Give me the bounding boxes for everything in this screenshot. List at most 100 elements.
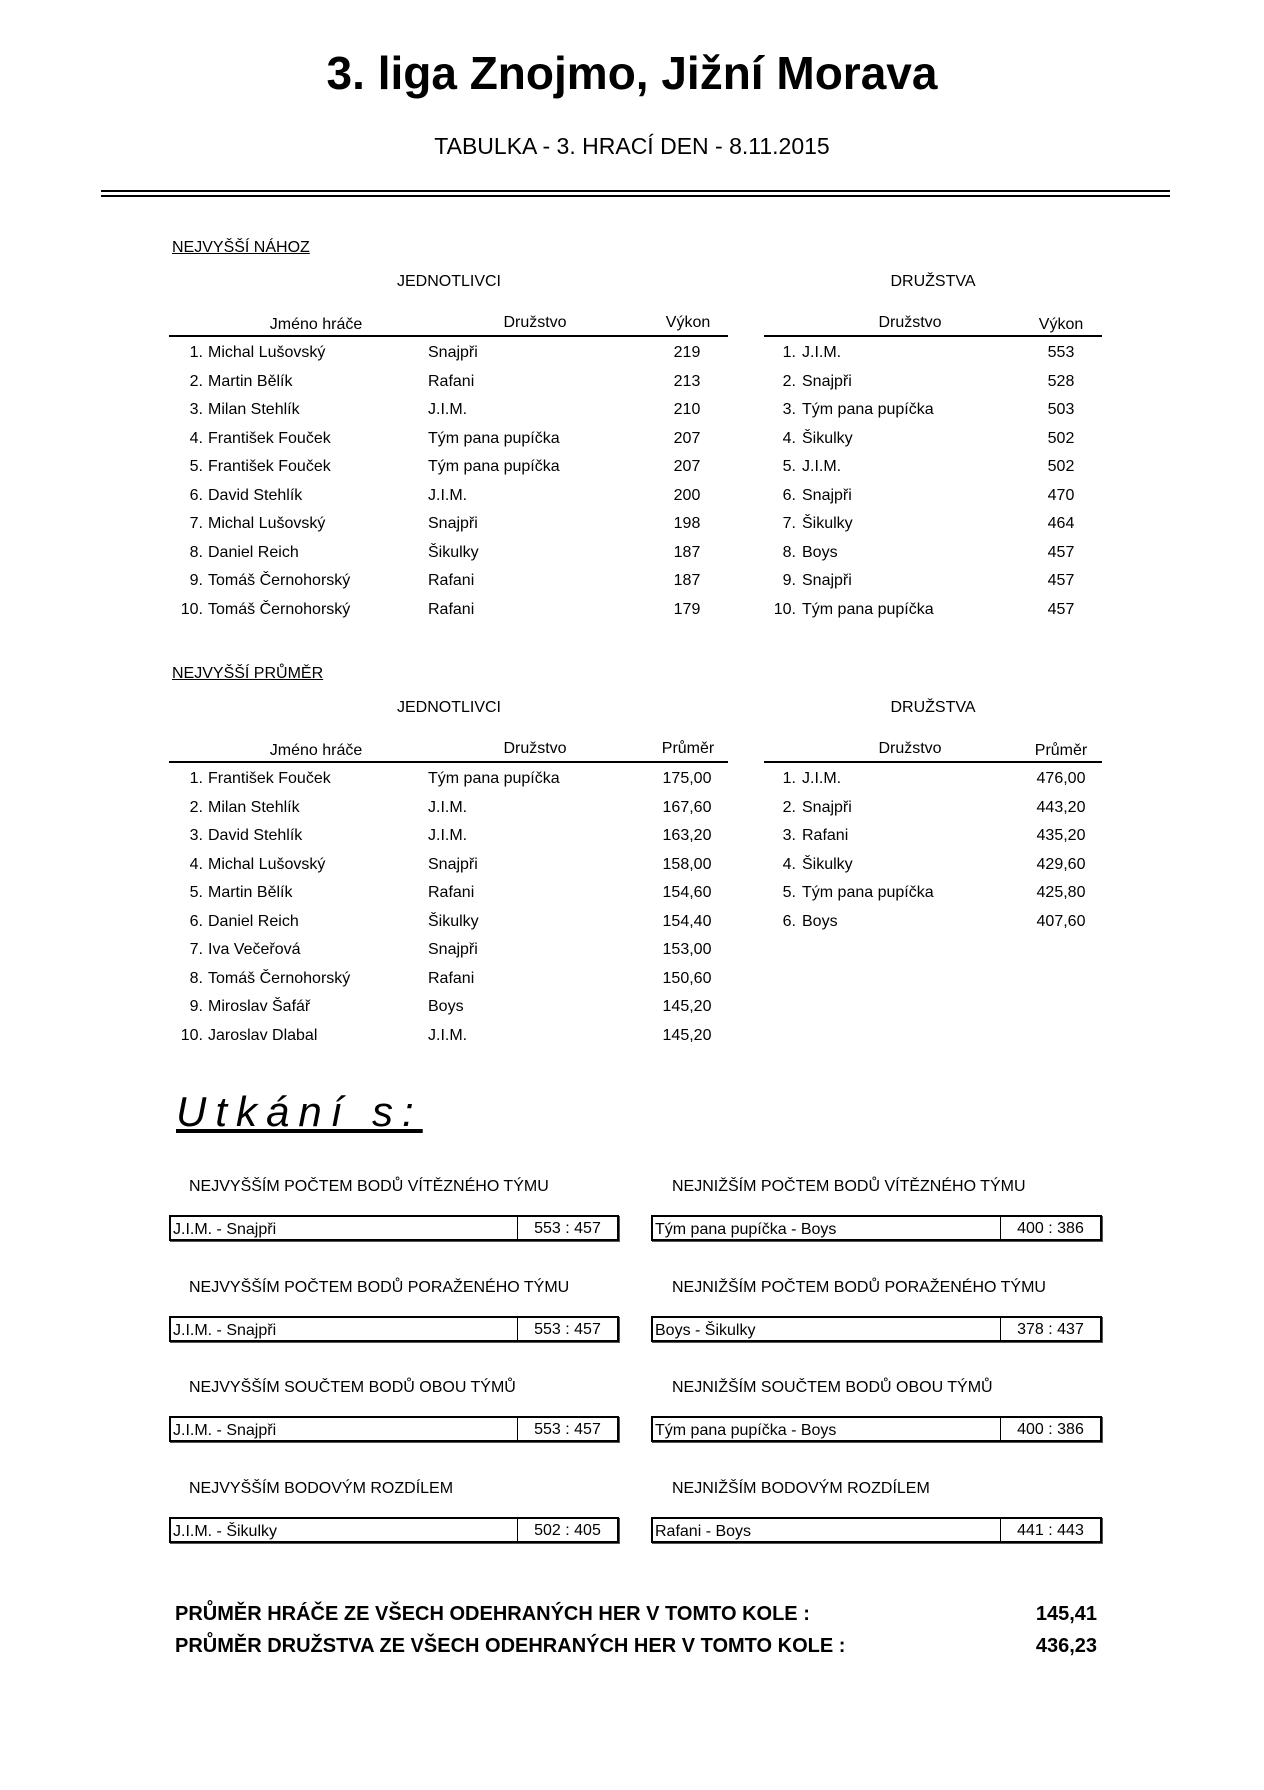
rank: 6. [782, 486, 796, 504]
value: 167,60 [662, 798, 712, 816]
table-row: 6. David Stehlík J.I.M. 200 [0, 487, 1264, 515]
team-name: Tým pana pupíčka [428, 429, 560, 447]
column-header: Výkon [665, 314, 711, 331]
value: 528 [1047, 372, 1075, 390]
value: 154,60 [662, 884, 712, 901]
team-name: J.I.M. [428, 401, 468, 418]
rank: 4. [782, 429, 796, 447]
match-name: J.I.M. - Šikulky [173, 1522, 278, 1540]
section-heading: NEJVYŠŠÍ PRŮMĚR [172, 665, 324, 682]
value: 198 [673, 515, 701, 532]
rank: 4. [189, 855, 203, 873]
value: 553 [1047, 344, 1075, 361]
record-box: J.I.M. - Šikulky 502 : 405 [169, 1516, 619, 1543]
value: 502 [1047, 429, 1075, 447]
match-name: J.I.M. - Snajpři [173, 1422, 277, 1439]
matches-heading: Utkání s: [176, 1088, 423, 1135]
team-name: Snajpři [802, 572, 852, 589]
table-row: 4. František Fouček Tým pana pupíčka 207 [0, 430, 1264, 458]
team-name: Šikulky [428, 912, 479, 930]
rank: 9. [189, 998, 203, 1015]
table-row: 1. Michal Lušovský Snajpři 219 [0, 344, 1264, 372]
value: 207 [673, 429, 701, 447]
record-label: NEJVYŠŠÍM SOUČTEM BODŮ OBOU TÝMŮ [189, 1379, 516, 1396]
column-header: Výkon [1038, 316, 1084, 333]
team-name: Šikulky [802, 429, 853, 447]
value: 502 [1047, 458, 1075, 475]
value: 207 [673, 458, 701, 475]
rank: 10. [773, 600, 796, 618]
header-rule [764, 335, 1102, 337]
value: 457 [1047, 572, 1075, 589]
rank: 10. [180, 600, 203, 618]
team-name: Snajpři [802, 798, 852, 816]
record-box: Tým pana pupíčka - Boys 400 : 386 [651, 1416, 1102, 1442]
match-score: 400 : 386 [1000, 1217, 1100, 1239]
player-name: Martin Bělík [208, 372, 293, 390]
player-name: Daniel Reich [208, 912, 299, 930]
value: 153,00 [662, 941, 712, 958]
summary-line: PRŮMĚR HRÁČE ZE VŠECH ODEHRANÝCH HER V T… [175, 1603, 1097, 1626]
value: 210 [673, 401, 701, 418]
value: 145,20 [662, 998, 712, 1015]
player-name: Milan Stehlík [208, 798, 300, 816]
player-name: Jaroslav Dlabal [208, 1026, 318, 1044]
table-row: 7. Šikulky 464 [0, 515, 1264, 543]
value: 476,00 [1036, 770, 1086, 787]
section-heading: NEJVYŠŠÍ NÁHOZ [172, 239, 310, 256]
rank: 7. [189, 941, 203, 958]
value: 503 [1047, 401, 1075, 418]
value: 457 [1047, 600, 1075, 618]
rank: 3. [189, 827, 203, 844]
rank: 5. [782, 458, 796, 475]
table-row: 5. Tým pana pupíčka 425,80 [0, 884, 1264, 912]
team-name: Rafani [428, 600, 475, 618]
value: 435,20 [1036, 827, 1086, 844]
table-row: 5. J.I.M. 502 [0, 458, 1264, 486]
team-name: Tým pana pupíčka [428, 458, 560, 475]
column-header: Družstvo [503, 314, 567, 331]
player-name: David Stehlík [208, 486, 303, 504]
rank: 3. [782, 827, 796, 844]
table-row: 4. Michal Lušovský Snajpři 158,00 [0, 856, 1264, 884]
record-label: NEJNIŽŠÍM POČTEM BODŮ PORAŽENÉHO TÝMU [672, 1278, 1046, 1296]
player-name: David Stehlík [208, 827, 303, 844]
match-name: Boys - Šikulky [655, 1321, 756, 1339]
table-row: 9. Miroslav Šafář Boys 145,20 [0, 998, 1264, 1026]
summary-line: PRŮMĚR DRUŽSTVA ZE VŠECH ODEHRANÝCH HER … [175, 1635, 1097, 1658]
match-score: 553 : 457 [517, 1418, 617, 1440]
rank: 2. [189, 798, 203, 816]
table-row: 6. Daniel Reich Šikulky 154,40 [0, 913, 1264, 941]
value: 158,00 [662, 855, 712, 873]
table-row: 6. Snajpři 470 [0, 487, 1264, 515]
table-row: 1. J.I.M. 553 [0, 344, 1264, 372]
team-name: J.I.M. [802, 770, 842, 787]
table-row: 4. Šikulky 502 [0, 430, 1264, 458]
team-name: Rafani [428, 884, 475, 901]
table-row: 2. Snajpři 443,20 [0, 799, 1264, 827]
rank: 9. [189, 572, 203, 589]
player-name: Milan Stehlík [208, 401, 300, 418]
team-name: Snajpři [428, 941, 478, 958]
table-row: 1. František Fouček Tým pana pupíčka 175,00 [0, 770, 1264, 798]
teams-caption: DRUŽSTVA [890, 273, 976, 290]
rank: 8. [782, 543, 796, 561]
rank: 8. [189, 543, 203, 561]
column-header: Průměr [661, 740, 715, 757]
record-box: J.I.M. - Snajpři 553 : 457 [169, 1416, 619, 1442]
table-row: 2. Snajpři 528 [0, 373, 1264, 401]
rank: 1. [782, 770, 796, 787]
table-row: 8. Daniel Reich Šikulky 187 [0, 544, 1264, 572]
team-name: Tým pana pupíčka [802, 884, 934, 901]
rank: 9. [782, 572, 796, 589]
summary-label: PRŮMĚR DRUŽSTVA ZE VŠECH ODEHRANÝCH HER … [175, 1635, 846, 1657]
rank: 6. [189, 486, 203, 504]
table-row: 5. Martin Bělík Rafani 154,60 [0, 884, 1264, 912]
team-name: Boys [802, 543, 838, 561]
rank: 6. [189, 912, 203, 930]
value: 145,20 [662, 1026, 712, 1044]
rank: 5. [189, 458, 203, 475]
value: 213 [673, 372, 701, 390]
value: 179 [673, 600, 701, 618]
rank: 3. [189, 401, 203, 418]
